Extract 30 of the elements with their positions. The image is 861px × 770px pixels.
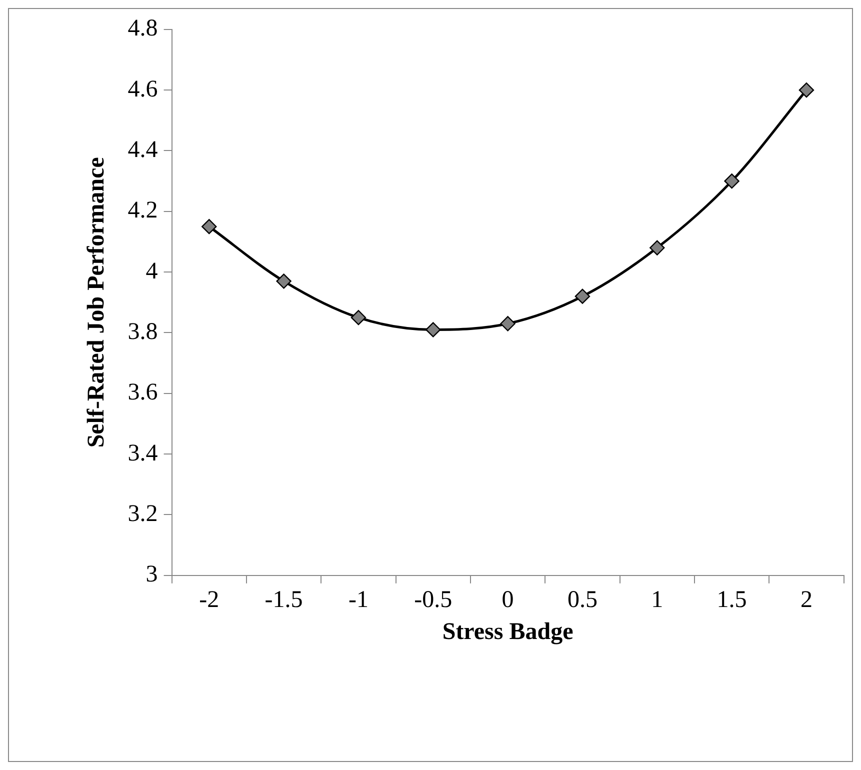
x-tick-label: 1.5 — [716, 587, 747, 614]
y-tick-label: 3.6 — [128, 380, 158, 406]
x-axis-title: Stress Badge — [442, 618, 574, 645]
y-tick-label: 4.2 — [128, 198, 158, 224]
y-tick-label: 3.8 — [128, 319, 158, 346]
x-tick-label: 2 — [800, 587, 812, 614]
point — [202, 218, 217, 234]
y-tick-label: 3 — [146, 562, 158, 588]
y-axis-title: Self-Rated Job Performance — [84, 156, 110, 448]
point — [798, 82, 814, 98]
point — [574, 288, 590, 304]
point — [350, 310, 366, 326]
point — [426, 322, 441, 338]
x-tick-label: 1 — [651, 587, 664, 614]
y-tick-label: 3.2 — [128, 501, 158, 528]
y-tick-label: 4.4 — [128, 137, 158, 164]
point — [276, 274, 292, 289]
y-tick-label: 4.6 — [128, 76, 158, 102]
x-tick-label: -1.5 — [264, 587, 303, 614]
x-tick-label: -1 — [348, 587, 368, 614]
point — [500, 316, 516, 332]
x-tick-label: 0 — [502, 587, 514, 614]
point — [724, 173, 740, 189]
x-tick-label: -0.5 — [414, 587, 452, 614]
x-tick-label: 0.5 — [567, 587, 598, 614]
point — [650, 240, 665, 256]
y-tick-label: 3.4 — [128, 440, 158, 466]
y-tick-label: 4.8 — [128, 16, 158, 42]
y-tick-label: 4 — [146, 258, 158, 284]
x-tick-label: -2 — [199, 587, 220, 614]
